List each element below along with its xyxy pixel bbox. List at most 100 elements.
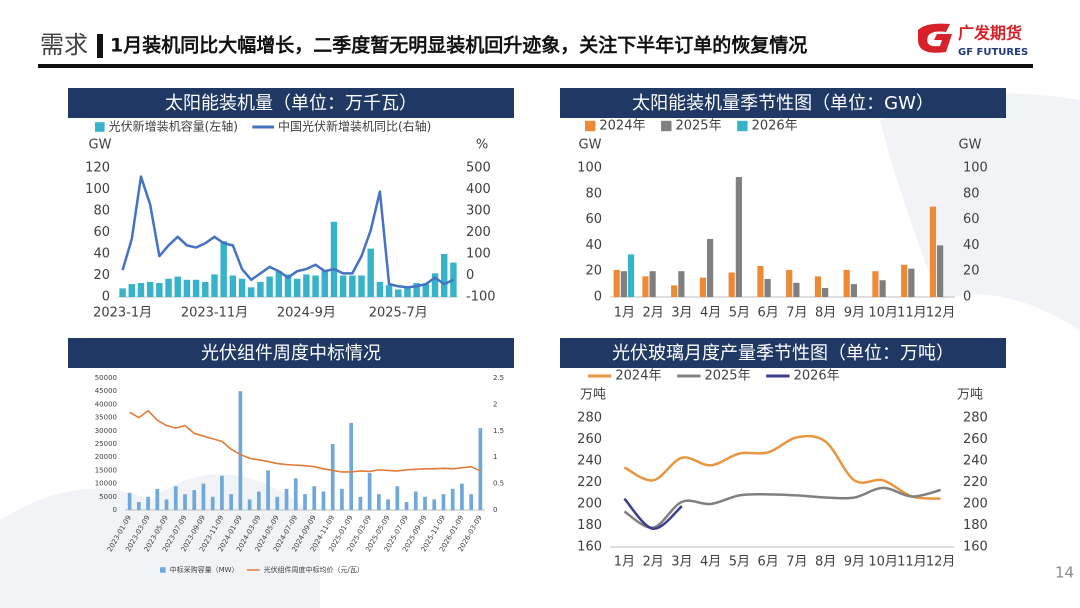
y2-tick-label: 1.5 bbox=[493, 427, 504, 435]
y2-tick-label: 0 bbox=[963, 290, 971, 305]
y2-tick-label: 40 bbox=[963, 238, 980, 253]
bar bbox=[321, 270, 328, 297]
bar bbox=[238, 278, 246, 297]
x-tick-label: 2023-11月 bbox=[181, 306, 248, 321]
legend-label: 光伏组件周度中标均价（元/瓦） bbox=[264, 565, 364, 574]
bar bbox=[404, 286, 411, 297]
bar bbox=[275, 496, 280, 510]
panel-title: 太阳能装机量季节性图（单位：GW） bbox=[632, 93, 934, 114]
bar bbox=[266, 470, 270, 510]
y-tick-label: 5000 bbox=[99, 493, 117, 501]
x-tick-label: 1月 bbox=[614, 306, 635, 321]
bar bbox=[850, 284, 857, 297]
legend-swatch bbox=[585, 120, 596, 132]
x-tick-label: 11月 bbox=[897, 555, 927, 570]
line bbox=[623, 434, 941, 500]
bar bbox=[155, 488, 160, 510]
bar bbox=[293, 478, 298, 510]
bar bbox=[786, 269, 793, 297]
bar bbox=[699, 277, 707, 297]
header-rule bbox=[38, 64, 1033, 68]
y2-tick-label: 20 bbox=[963, 264, 980, 279]
bar bbox=[478, 428, 483, 510]
section-label: 需求 bbox=[40, 31, 88, 59]
x-tick-label: 7月 bbox=[786, 306, 807, 321]
y-tick-label: 35000 bbox=[95, 414, 117, 422]
legend-swatch bbox=[160, 567, 166, 573]
y-tick-label: 30000 bbox=[95, 427, 117, 435]
y2-axis-label: % bbox=[476, 138, 488, 153]
bar bbox=[395, 289, 402, 297]
x-tick-label: 10月 bbox=[868, 555, 898, 570]
panel-title-band bbox=[68, 338, 514, 368]
bar bbox=[432, 499, 437, 510]
bar bbox=[822, 287, 829, 297]
x-tick-label: 4月 bbox=[700, 306, 721, 321]
x-tick-label: 9月 bbox=[844, 306, 865, 321]
y-tick-label: 20000 bbox=[95, 453, 117, 461]
legend-label: 2024年 bbox=[615, 369, 661, 384]
bar bbox=[312, 486, 317, 510]
legend-label: 2025年 bbox=[675, 119, 721, 134]
logo-cn: 广发期货 bbox=[958, 24, 1022, 43]
x-tick-label: 6月 bbox=[757, 306, 778, 321]
y-tick-label: 160 bbox=[577, 540, 602, 555]
bar bbox=[183, 279, 191, 297]
bar bbox=[339, 275, 347, 297]
x-tick-label: 11月 bbox=[897, 306, 927, 321]
y-tick-label: 100 bbox=[577, 161, 602, 176]
bar bbox=[929, 206, 937, 297]
bar bbox=[330, 221, 338, 297]
x-tick-label: 3月 bbox=[671, 555, 692, 570]
bar bbox=[627, 254, 635, 297]
y-tick-label: 220 bbox=[577, 475, 602, 490]
y-tick-label: 120 bbox=[85, 161, 110, 176]
x-tick-label: 8月 bbox=[815, 555, 836, 570]
bar bbox=[257, 491, 261, 510]
y2-tick-label: 200 bbox=[466, 225, 491, 240]
bar bbox=[174, 276, 181, 297]
bar bbox=[450, 488, 455, 510]
bar bbox=[220, 241, 227, 297]
x-tick-label: 4月 bbox=[700, 555, 721, 570]
bar bbox=[128, 284, 135, 297]
y-tick-label: 25000 bbox=[95, 440, 117, 448]
y-tick-label: 45000 bbox=[95, 387, 117, 395]
bar bbox=[303, 274, 310, 297]
bar bbox=[793, 282, 800, 297]
y-tick-label: 240 bbox=[577, 454, 602, 469]
y2-tick-label: 80 bbox=[963, 186, 980, 201]
y-tick-label: 60 bbox=[585, 212, 602, 227]
y-tick-label: 80 bbox=[585, 186, 602, 201]
panel-title: 光伏玻璃月度产量季节性图（单位：万吨） bbox=[612, 343, 954, 364]
bar bbox=[275, 271, 283, 297]
bar bbox=[127, 492, 132, 510]
panel-title: 太阳能装机量（单位：万千瓦） bbox=[165, 93, 417, 114]
bar bbox=[620, 271, 627, 297]
bar bbox=[257, 281, 264, 297]
line bbox=[129, 409, 481, 473]
legend-label: 光伏新增装机容量(左轴) bbox=[109, 119, 238, 134]
panel-title-band bbox=[560, 338, 1006, 368]
bar bbox=[358, 496, 363, 510]
panel-title: 光伏组件周度中标情况 bbox=[201, 343, 381, 364]
legend-swatch bbox=[661, 120, 672, 132]
y2-tick-label: 200 bbox=[963, 497, 988, 512]
x-tick-label: 2024-9月 bbox=[277, 306, 336, 321]
bar bbox=[642, 276, 649, 297]
y-tick-label: 40 bbox=[585, 238, 602, 253]
x-tick-label: 2月 bbox=[642, 306, 663, 321]
bar bbox=[814, 276, 822, 297]
x-tick-label: 7月 bbox=[786, 555, 807, 570]
y-tick-label: 20 bbox=[93, 268, 110, 283]
logo-mark bbox=[918, 23, 952, 53]
bar bbox=[843, 269, 850, 297]
panel-title-band bbox=[68, 88, 514, 118]
y2-tick-label: 300 bbox=[466, 204, 491, 219]
y-tick-label: 40 bbox=[93, 247, 110, 262]
y2-axis-label: GW bbox=[959, 138, 982, 153]
bar bbox=[137, 283, 145, 297]
bar bbox=[377, 494, 381, 510]
bar bbox=[431, 273, 439, 297]
line bbox=[623, 486, 941, 529]
